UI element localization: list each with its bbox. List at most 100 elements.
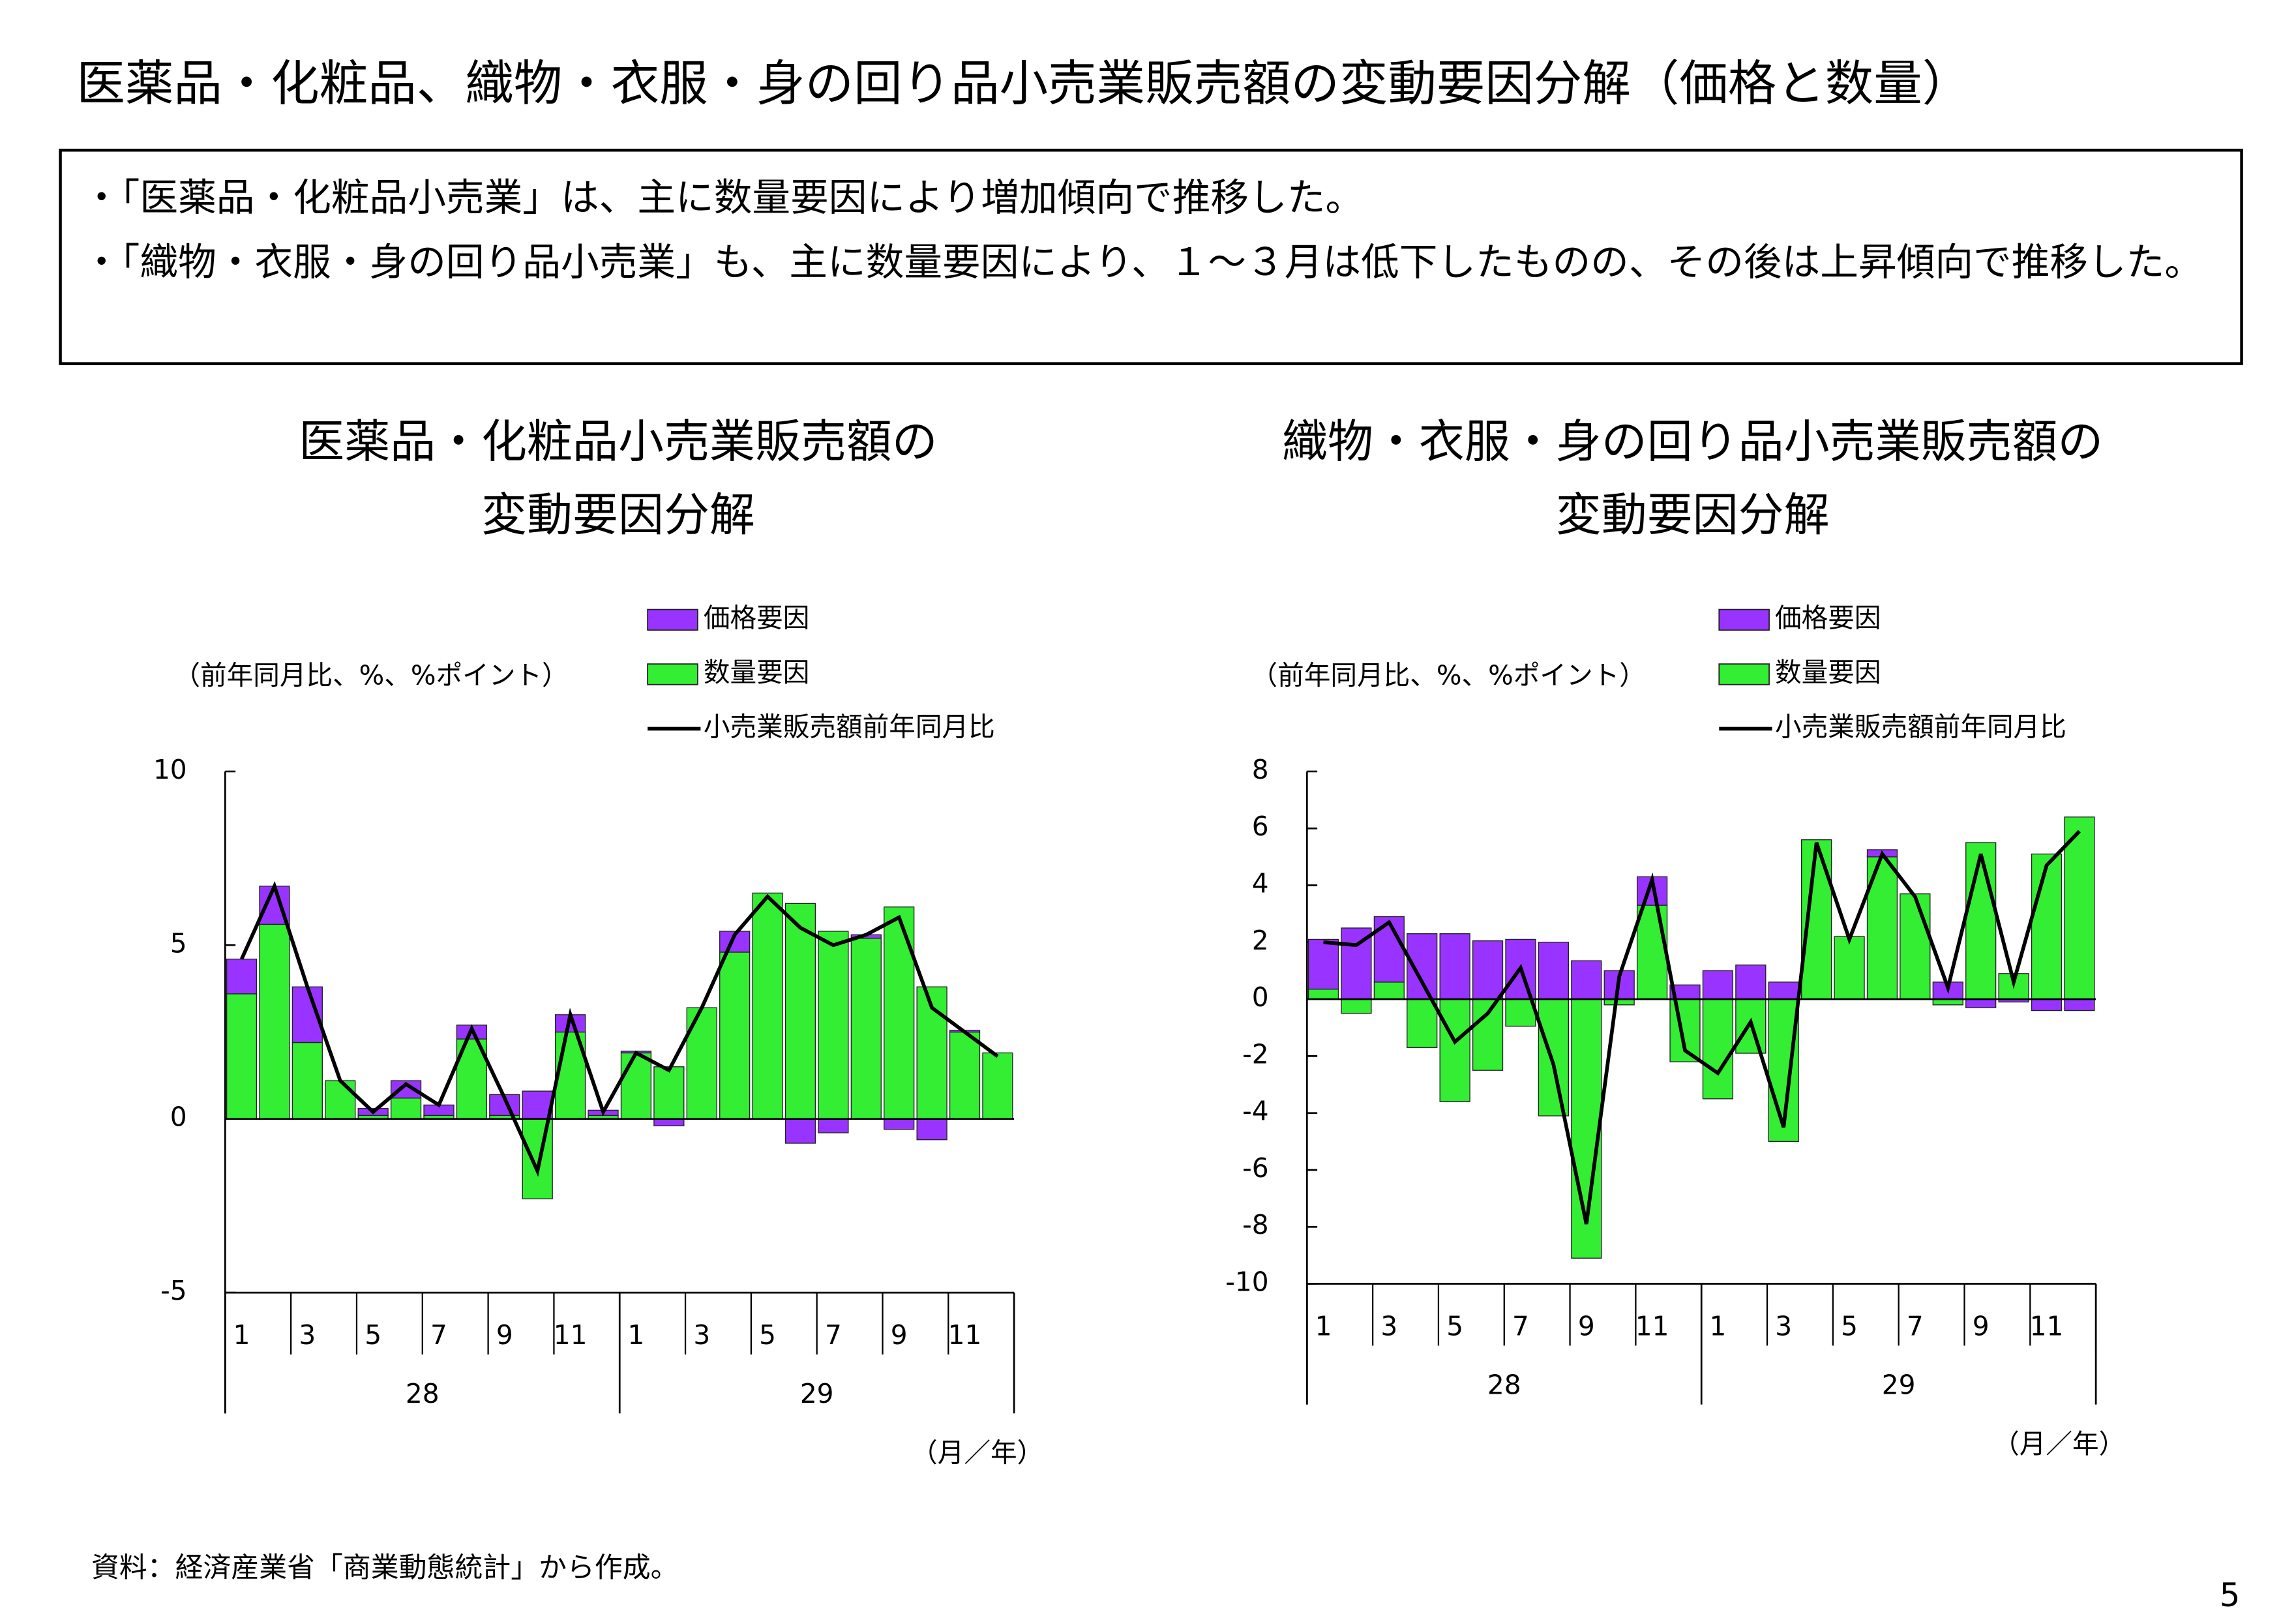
x-tick-label: 5 [1446, 1310, 1463, 1341]
bar [1768, 981, 1799, 1000]
y-tick-label: 10 [153, 754, 187, 785]
y-tick-label: -8 [1242, 1209, 1269, 1240]
bar [1900, 893, 1931, 1000]
y-tick-label: 5 [170, 927, 187, 959]
x-axis-label: （月／年） [911, 1437, 1043, 1468]
bar [1407, 998, 1438, 1048]
bar [1571, 960, 1602, 1000]
legend-swatch [1718, 663, 1770, 685]
y-tick-label: -10 [1225, 1266, 1268, 1298]
x-tick-label: 7 [1907, 1310, 1924, 1341]
legend-label: 小売業販売額前年同月比 [704, 711, 995, 742]
group-label: 28 [406, 1378, 440, 1409]
bar [1834, 936, 1865, 1000]
bar [1965, 842, 1997, 1000]
x-tick-label: 7 [825, 1319, 842, 1351]
y-tick-label: -2 [1242, 1038, 1269, 1070]
y-tick-label: 0 [1252, 981, 1269, 1013]
bar [653, 1118, 685, 1127]
x-tick-label: 1 [233, 1319, 250, 1351]
x-tick-label: 9 [891, 1319, 908, 1351]
bar [1505, 998, 1536, 1027]
x-tick-label: 9 [1973, 1310, 1990, 1341]
legend-label: 価格要因 [704, 602, 810, 633]
bar [1538, 998, 1569, 1116]
bar [1636, 905, 1668, 1000]
x-tick-label: 1 [1315, 1310, 1332, 1341]
source-note: 資料：経済産業省「商業動態統計」から作成。 [91, 1551, 679, 1585]
bar [818, 931, 849, 1120]
group-label: 29 [800, 1378, 834, 1409]
x-tick-label: 7 [430, 1319, 447, 1351]
slide-title: 医薬品・化粧品、織物・衣服・身の回り品小売業販売額の変動要因分解（価格と数量） [76, 54, 1971, 112]
group-label: 28 [1487, 1370, 1521, 1401]
y-tick-label: 8 [1252, 754, 1269, 785]
bar [1307, 989, 1339, 1000]
bar [916, 1118, 947, 1141]
bar [784, 1118, 816, 1144]
bar [850, 937, 882, 1120]
bar [226, 993, 258, 1120]
bar [818, 1118, 849, 1133]
x-tick-label: 5 [759, 1319, 776, 1351]
bar [2064, 998, 2095, 1011]
y-tick-label: -6 [1242, 1152, 1269, 1184]
x-tick-label: 11 [1635, 1310, 1669, 1341]
bar [1472, 998, 1504, 1071]
bar [1439, 998, 1470, 1102]
chart-title: 変動要因分解 [481, 488, 755, 542]
legend-label: 小売業販売額前年同月比 [1775, 711, 2066, 742]
y-axis-label: （前年同月比、%、%ポイント） [1251, 659, 1646, 691]
bar [1965, 998, 1997, 1008]
y-tick-label: 2 [1252, 925, 1269, 956]
bar [884, 1118, 915, 1130]
y-axis-label: （前年同月比、%、%ポイント） [173, 659, 568, 691]
bar [982, 1052, 1013, 1120]
bar [620, 1052, 652, 1120]
bar [1735, 965, 1767, 1000]
x-tick-label: 5 [1841, 1310, 1858, 1341]
x-tick-label: 11 [554, 1319, 588, 1351]
legend-swatch [647, 608, 698, 631]
chart-title: 変動要因分解 [1556, 488, 1830, 542]
bar [226, 958, 258, 995]
bar [1538, 942, 1569, 1000]
line [1323, 830, 2081, 1225]
legend-label: 価格要因 [1775, 602, 1881, 633]
bar [291, 1041, 323, 1120]
bar [2064, 816, 2095, 1000]
bullet: ・「医薬品・化粧品小売業」は、主に数量要因により増加傾向で推移した。 [82, 176, 1364, 221]
legend-swatch [1718, 608, 1770, 631]
y-tick-label: 0 [170, 1101, 187, 1133]
bar [653, 1066, 685, 1120]
bar [1702, 998, 1734, 1100]
x-tick-label: 7 [1512, 1310, 1529, 1341]
y-tick-label: -5 [160, 1275, 187, 1306]
x-tick-label: 9 [1578, 1310, 1595, 1341]
x-tick-label: 3 [693, 1319, 710, 1351]
x-tick-label: 3 [1380, 1310, 1397, 1341]
chart-title: 織物・衣服・身の回り品小売業販売額の [1282, 415, 2103, 468]
chart-title: 医薬品・化粧品小売業販売額の [299, 415, 937, 468]
bar [784, 903, 816, 1120]
legend-swatch [647, 663, 698, 685]
bar [719, 931, 751, 953]
page-number: 5 [2219, 1578, 2241, 1615]
y-tick-label: 4 [1252, 868, 1269, 899]
bar [390, 1098, 422, 1120]
bar [884, 906, 915, 1120]
bar [719, 951, 751, 1120]
bar [2031, 853, 2063, 1000]
bar [522, 1118, 553, 1199]
x-tick-label: 3 [299, 1319, 316, 1351]
bar [325, 1080, 356, 1120]
bar [1439, 933, 1470, 1000]
bar [752, 892, 783, 1120]
bar [1341, 998, 1372, 1014]
y-tick-label: 6 [1252, 811, 1269, 842]
group-label: 29 [1882, 1370, 1916, 1401]
bar [1373, 916, 1405, 983]
line [239, 880, 999, 1177]
